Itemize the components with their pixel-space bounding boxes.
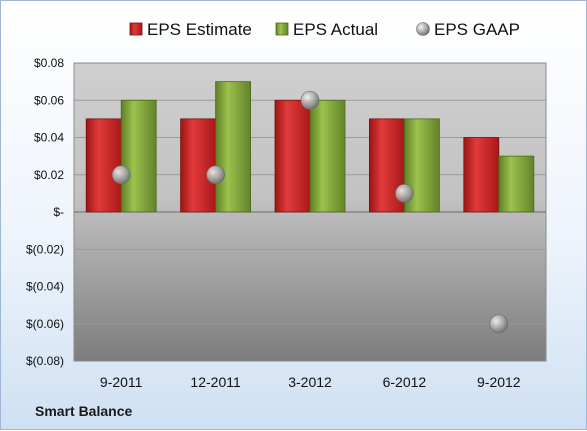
x-tick-label: 12-2011 <box>190 374 241 390</box>
point-eps-gaap <box>300 90 320 110</box>
x-tick-label: 6-2012 <box>383 374 427 390</box>
y-tick-label: $0.08 <box>34 56 64 70</box>
bar-eps-actual <box>120 99 157 213</box>
bar-eps-actual <box>215 81 252 213</box>
legend-label: EPS GAAP <box>434 20 520 39</box>
bar-eps-estimate <box>180 118 217 213</box>
point-eps-gaap <box>395 184 414 203</box>
x-axis: 9-2011 12-2011 3-2012 6-2012 9-2012 <box>100 374 521 390</box>
bar-eps-actual <box>498 155 535 213</box>
point-eps-gaap <box>489 314 509 334</box>
bar-eps-estimate <box>274 99 311 213</box>
legend-swatch <box>416 22 430 36</box>
bar-eps-estimate <box>463 137 500 213</box>
x-tick-label: 9-2012 <box>477 374 521 390</box>
legend-label: EPS Actual <box>293 20 378 39</box>
y-tick-label: $0.06 <box>34 93 64 107</box>
y-axis: $0.08 $0.06 $0.04 $0.02 $- $(0.02) $(0.04) $(0.… <box>26 56 64 368</box>
bar-eps-actual <box>309 99 346 213</box>
y-tick-label: $- <box>53 205 64 219</box>
point-eps-gaap <box>111 165 131 185</box>
legend-swatch <box>275 22 289 36</box>
y-tick-label: $(0.08) <box>26 354 64 368</box>
y-tick-label: $(0.04) <box>26 280 64 294</box>
y-tick-label: $(0.06) <box>26 317 64 331</box>
bar-eps-estimate <box>85 118 122 213</box>
legend: EPS Estimate EPS Actual EPS GAAP <box>129 20 520 39</box>
y-tick-label: $(0.02) <box>26 242 64 256</box>
y-tick-label: $0.02 <box>34 168 64 182</box>
company-name: Smart Balance <box>35 403 133 419</box>
legend-label: EPS Estimate <box>147 20 252 39</box>
x-tick-label: 3-2012 <box>288 374 332 390</box>
legend-swatch <box>129 22 143 36</box>
point-eps-gaap <box>206 165 225 185</box>
x-tick-label: 9-2011 <box>100 374 143 390</box>
bars <box>85 81 535 334</box>
y-tick-label: $0.04 <box>34 131 64 145</box>
